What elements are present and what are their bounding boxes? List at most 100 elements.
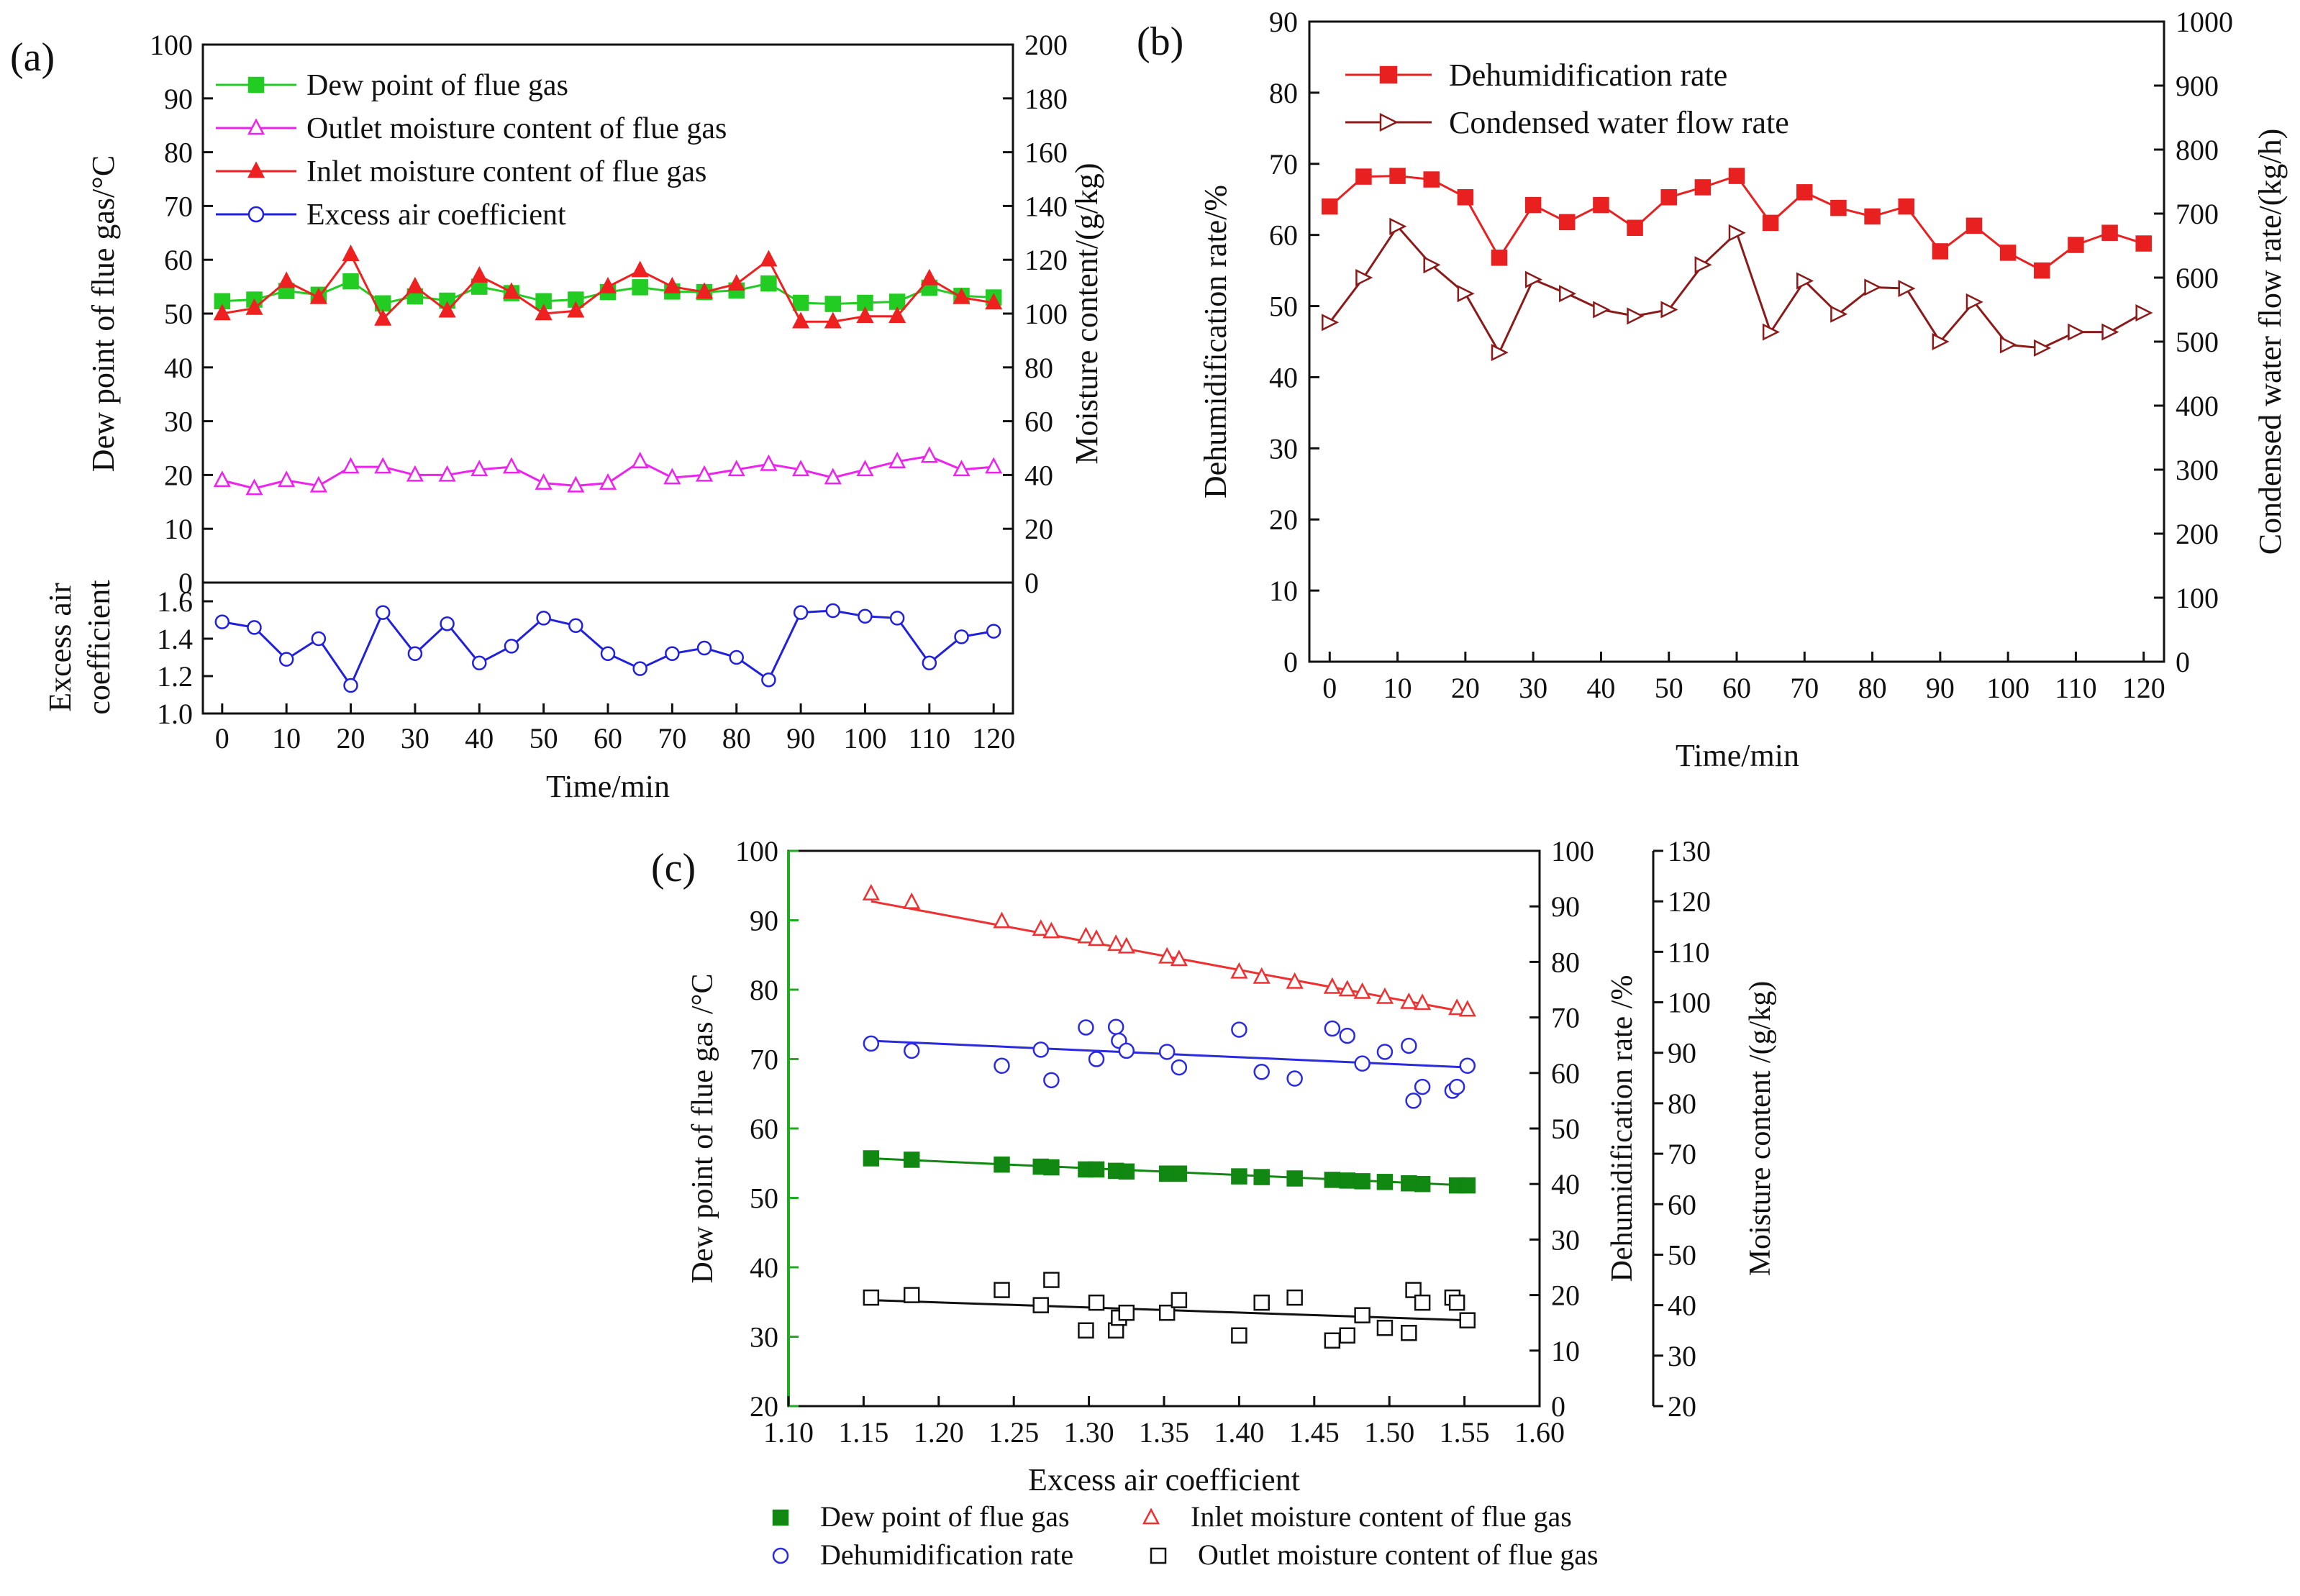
data-point: [1796, 184, 1813, 201]
data-point: [1999, 245, 2017, 261]
data-point: [1762, 323, 1780, 341]
data-point: [727, 274, 745, 291]
y-tick-label: 0: [1024, 567, 1039, 599]
data-point: [920, 268, 938, 286]
legend-marker: [247, 76, 265, 94]
data-point: [632, 661, 647, 676]
legend-marker: [1379, 112, 1399, 132]
panel-c: (c) 20 30 40 50 60 70 80 90 100 0 10 20 30 40 50 60 70 8…: [651, 835, 1777, 1571]
y-tick-label: 100: [1551, 835, 1594, 867]
legend-marker: [1379, 65, 1398, 84]
x-tick-label: 1.30: [1064, 1416, 1114, 1449]
data-point: [1231, 1021, 1247, 1038]
data-point: [213, 470, 231, 488]
data-point: [1459, 1177, 1476, 1194]
data-point: [858, 608, 873, 624]
data-point: [1593, 196, 1609, 214]
data-point: [374, 457, 392, 474]
data-point: [2101, 323, 2119, 341]
data-point: [1728, 168, 1745, 184]
data-point: [1043, 1072, 1060, 1089]
data-point: [1559, 285, 1577, 303]
y-tick-label: 800: [2176, 134, 2219, 166]
x-tick-label: 40: [465, 722, 494, 754]
legend-label: Outlet moisture content of flue gas: [1198, 1538, 1599, 1571]
y-tick-label: 100: [1024, 298, 1068, 330]
data-point: [599, 473, 617, 490]
data-point: [863, 1289, 880, 1306]
x-tick-label: 100: [1986, 672, 2029, 704]
y-tick-label: 90: [1668, 1037, 1696, 1070]
data-point: [856, 460, 874, 477]
data-point: [665, 646, 680, 662]
legend-label: Condensed water flow rate: [1449, 105, 1789, 140]
data-point: [825, 603, 841, 619]
data-point: [1158, 1304, 1176, 1321]
y-tick-label: 1.6: [157, 585, 193, 618]
x-tick-label: 20: [337, 722, 365, 754]
x-tick-label: 1.15: [838, 1416, 888, 1449]
data-point: [1728, 224, 1746, 242]
y-tick-label: 60: [164, 244, 193, 276]
data-point: [1118, 1163, 1135, 1180]
data-point: [278, 271, 296, 288]
data-point: [1965, 217, 1983, 234]
y-tick-label: 100: [150, 29, 193, 61]
data-point: [568, 618, 583, 634]
y-tick-label: 60: [1551, 1057, 1580, 1090]
data-point: [2135, 304, 2153, 322]
panel-b-ylabel-right: Condensed water flow rate/(kg/h): [2253, 129, 2288, 555]
x-tick-label: 10: [1383, 672, 1412, 704]
panel-a-bottom-ylabel-line1: Excess air: [42, 583, 78, 712]
x-tick-label: 110: [2055, 672, 2097, 704]
y-tick-label: 140: [1024, 190, 1068, 222]
y-tick-label: 120: [1024, 244, 1068, 276]
panel-a-bottom-ylabel-line2: coefficient: [81, 580, 117, 714]
data-point: [1088, 1161, 1105, 1178]
x-tick-label: 1.60: [1514, 1416, 1565, 1449]
data-point: [1459, 1057, 1476, 1075]
y-tick-label: 110: [1668, 936, 1710, 968]
data-point: [1107, 1018, 1124, 1035]
data-point: [1117, 936, 1135, 954]
x-tick-label: 1.55: [1440, 1416, 1490, 1449]
y-tick-label: 200: [2176, 518, 2219, 550]
data-point: [1322, 314, 1340, 332]
y-tick-label: 90: [1269, 6, 1298, 38]
y-tick-label: 700: [2176, 198, 2219, 230]
data-point: [1158, 1044, 1176, 1060]
data-point: [1354, 1307, 1371, 1323]
data-point: [567, 301, 585, 318]
panel-b-right-y-ticks: 0 100 200 300 400 500 600 700 800 900 1000: [2154, 6, 2233, 678]
data-point: [1043, 1272, 1060, 1288]
data-point: [1660, 301, 1678, 319]
data-point: [1078, 1019, 1094, 1036]
data-point: [888, 306, 906, 323]
panel-b-label: (b): [1137, 19, 1183, 64]
data-point: [632, 279, 648, 296]
data-point: [631, 452, 649, 468]
data-point: [504, 639, 519, 654]
y-tick-label: 40: [1269, 361, 1298, 393]
data-point: [631, 260, 649, 278]
data-point: [343, 678, 358, 693]
data-point: [1401, 1037, 1417, 1054]
data-point: [1491, 250, 1508, 266]
x-tick-label: 40: [1586, 672, 1615, 704]
panel-a-bottom-series: [214, 603, 1001, 693]
data-point: [1338, 980, 1356, 997]
data-point: [903, 892, 921, 909]
y-tick-label: 80: [1668, 1087, 1696, 1120]
y-tick-label: 70: [1551, 1002, 1580, 1034]
data-point: [1077, 926, 1095, 944]
y-tick-label: 600: [2176, 262, 2219, 294]
y-tick-label: 200: [1024, 29, 1068, 61]
data-point: [986, 624, 1001, 639]
data-point: [2101, 224, 2118, 241]
data-point: [1253, 1169, 1270, 1185]
data-point: [1230, 962, 1248, 979]
data-point: [1253, 967, 1271, 984]
y-tick-label: 20: [1024, 513, 1053, 545]
y-tick-label: 10: [1269, 575, 1298, 607]
data-point: [792, 311, 810, 329]
